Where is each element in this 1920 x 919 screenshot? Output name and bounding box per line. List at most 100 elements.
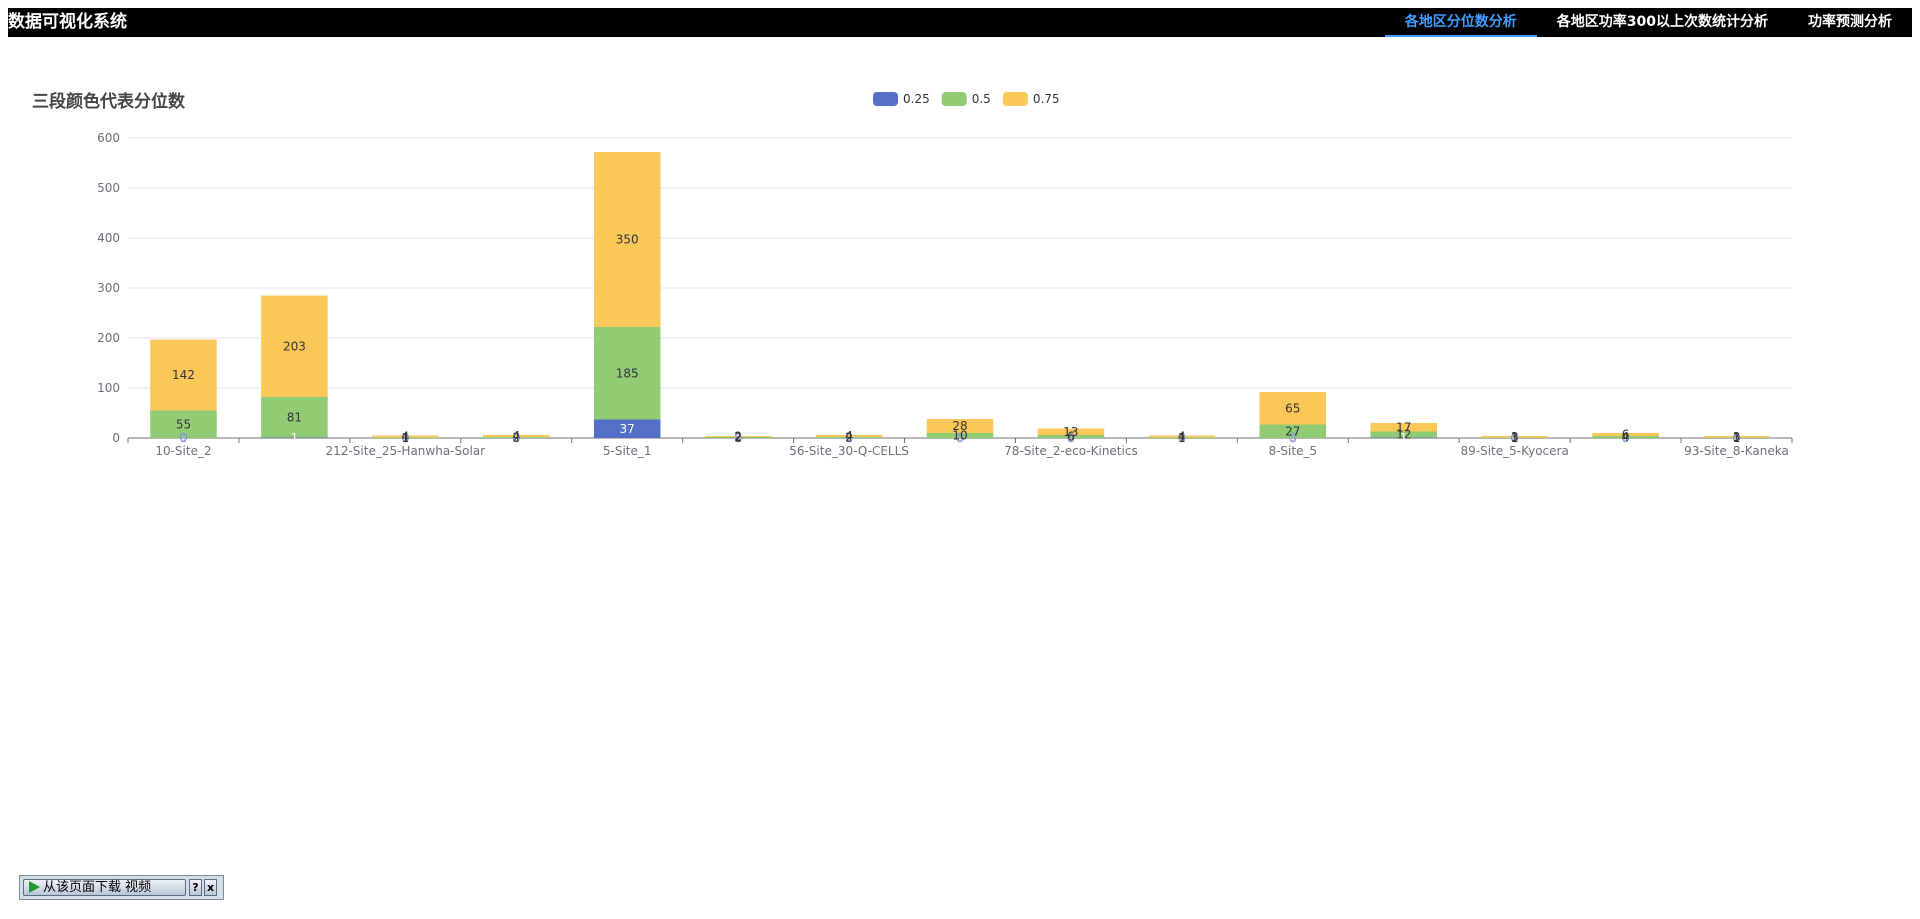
bar-segment[interactable] xyxy=(372,435,439,438)
bar-segment[interactable] xyxy=(1703,436,1770,438)
bar-value-label: 0 xyxy=(180,431,188,445)
bar-value-label: 4 xyxy=(402,430,410,444)
bar-value-label: 12 xyxy=(1396,428,1411,442)
bar-value-label: 13 xyxy=(1063,425,1078,439)
nav-tabs: 各地区分位数分析 各地区功率300以上次数统计分析 功率预测分析 xyxy=(1384,8,1912,37)
bar-value-label: 4 xyxy=(1622,430,1630,444)
bar-value-label: 37 xyxy=(620,422,635,436)
bar-value-label: 3 xyxy=(1733,430,1741,444)
bar-value-label: 28 xyxy=(952,419,967,433)
bar-segment[interactable] xyxy=(372,437,439,439)
bar-segment[interactable] xyxy=(482,437,550,438)
x-tick-label: 89-Site_5-Kyocera xyxy=(1461,444,1569,458)
x-tick-label: 5-Site_1 xyxy=(603,444,652,458)
y-tick-label: 600 xyxy=(97,131,120,145)
bar-segment[interactable] xyxy=(1370,431,1438,438)
bar-segment[interactable] xyxy=(1148,435,1216,438)
bar-segment[interactable] xyxy=(593,419,661,439)
grid-lines xyxy=(128,137,1792,389)
bar-value-label: 1 xyxy=(1733,431,1741,445)
bar-segment[interactable] xyxy=(815,435,883,437)
bar-value-label: 185 xyxy=(616,366,639,380)
bar-segment[interactable] xyxy=(261,437,328,439)
bar-value-label: 0 xyxy=(1178,431,1186,445)
bar-value-label: 1 xyxy=(291,431,299,445)
chart-title: 三段颜色代表分位数 xyxy=(32,91,186,112)
bar-value-label: 4 xyxy=(1178,430,1186,444)
legend-swatch[interactable] xyxy=(941,92,967,106)
bar-value-label: 6 xyxy=(1067,430,1075,444)
bar-value-label: 27 xyxy=(1285,424,1300,438)
bar-value-label: 81 xyxy=(287,410,302,424)
bar-value-label: 3 xyxy=(1511,430,1519,444)
y-tick-label: 100 xyxy=(97,381,120,395)
bar-value-label: 2 xyxy=(845,431,853,445)
tab-power-count-analysis[interactable]: 各地区功率300以上次数统计分析 xyxy=(1556,14,1768,30)
bar-value-label: 2 xyxy=(512,431,520,445)
bar-value-label: 0 xyxy=(1511,431,1519,445)
bar-segment[interactable] xyxy=(704,436,772,437)
bar-segment[interactable] xyxy=(150,339,217,411)
bar-value-label: 0 xyxy=(1733,431,1741,445)
tab-quantile-analysis[interactable]: 各地区分位数分析 xyxy=(1384,8,1537,37)
bar-segment[interactable] xyxy=(1037,428,1105,436)
legend[interactable]: 0.25 0.5 0.75 xyxy=(873,92,1060,106)
x-tick-label: 56-Site_30-Q-CELLS xyxy=(789,444,909,458)
bar-value-label: 1 xyxy=(1400,431,1408,445)
x-tick-label: 8-Site_5 xyxy=(1268,444,1317,458)
bar-value-label: 17 xyxy=(1396,420,1411,434)
x-tick-label: 93-Site_8-Kaneka xyxy=(1684,444,1789,458)
bar-segment[interactable] xyxy=(1592,436,1659,438)
legend-label[interactable]: 0.25 xyxy=(903,92,930,106)
bar-segment[interactable] xyxy=(261,295,328,398)
bar-segment[interactable] xyxy=(1037,435,1105,438)
bar-value-label: 4 xyxy=(512,429,520,443)
bar-segment[interactable] xyxy=(593,152,661,327)
bar-value-label: 55 xyxy=(176,417,191,431)
x-tick-label: 212-Site_25-Hanwha-Solar xyxy=(326,444,486,458)
bar-segment[interactable] xyxy=(1592,433,1659,436)
bar-segment[interactable] xyxy=(593,327,661,420)
bar-segment[interactable] xyxy=(1370,437,1438,439)
legend-label[interactable]: 0.5 xyxy=(972,92,991,106)
legend-label[interactable]: 0.75 xyxy=(1033,92,1060,106)
bar-value-label: 0 xyxy=(956,431,964,445)
bar-segment[interactable] xyxy=(926,433,994,438)
bar-value-label: 10 xyxy=(952,429,967,443)
bars xyxy=(150,152,1770,438)
legend-swatch[interactable] xyxy=(1002,92,1028,106)
bar-segment[interactable] xyxy=(1481,437,1548,439)
bar-segment[interactable] xyxy=(150,410,217,439)
bar-value-label: 0 xyxy=(1622,431,1630,445)
download-video-button[interactable]: 从该页面下载 视频 xyxy=(23,879,186,896)
bar-value-label: 0 xyxy=(734,431,742,445)
bar-value-label: 0 xyxy=(845,431,853,445)
bar-value-label: 4 xyxy=(845,429,853,443)
top-navbar: 数据可视化系统 各地区分位数分析 各地区功率300以上次数统计分析 功率预测分析 xyxy=(8,8,1912,37)
bar-segment[interactable] xyxy=(1259,392,1327,425)
bar-value-label: 6 xyxy=(1622,428,1630,442)
x-tick-label: 10-Site_2 xyxy=(155,444,211,458)
y-tick-label: 200 xyxy=(97,331,120,345)
bar-segment[interactable] xyxy=(1148,437,1216,439)
bar-segment[interactable] xyxy=(1370,423,1438,432)
legend-swatch[interactable] xyxy=(873,92,898,106)
bar-segment[interactable] xyxy=(261,397,328,438)
bar-segment[interactable] xyxy=(1703,437,1770,439)
bar-segment[interactable] xyxy=(926,419,994,433)
bar-segment[interactable] xyxy=(482,435,550,437)
video-download-toolbar: 从该页面下载 视频 ? x xyxy=(19,875,224,900)
bar-value-label: 203 xyxy=(283,339,306,353)
bar-segment[interactable] xyxy=(815,437,883,438)
tab-power-forecast[interactable]: 功率预测分析 xyxy=(1808,14,1892,30)
bar-value-label: 350 xyxy=(616,233,639,247)
bar-value-label: 142 xyxy=(172,368,195,382)
bar-segment[interactable] xyxy=(1259,424,1327,439)
bar-segment[interactable] xyxy=(1481,436,1548,438)
bar-segment[interactable] xyxy=(704,437,772,438)
bar-value-label: 1 xyxy=(1511,431,1519,445)
help-icon[interactable]: ? xyxy=(189,879,202,896)
close-icon[interactable]: x xyxy=(204,879,217,896)
